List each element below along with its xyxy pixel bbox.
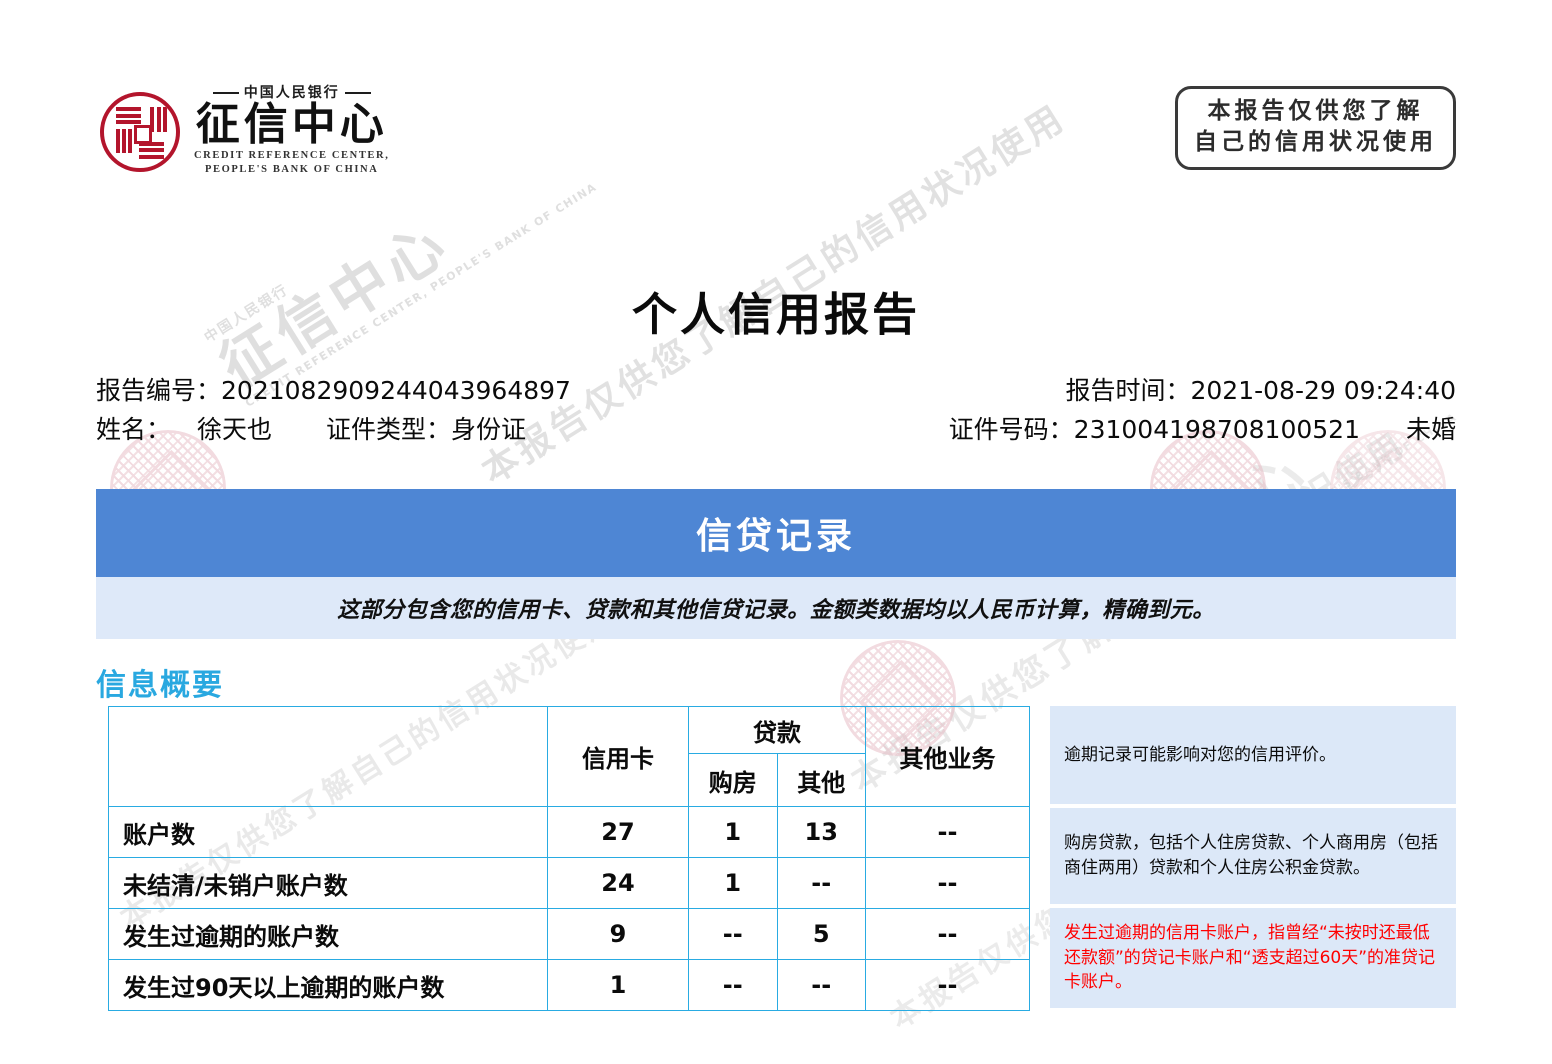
cell-other-business: --	[865, 857, 1030, 909]
cell-loan-other: --	[776, 959, 866, 1011]
cell-other-business: --	[865, 959, 1030, 1011]
header-loan-other: 其他	[776, 753, 866, 807]
cell-loan-housing: --	[688, 959, 778, 1011]
logo-dash-left-icon	[212, 92, 239, 94]
table-row: 未结清/未销户账户数 24 1 -- --	[108, 857, 1030, 909]
cell-loan-housing: 1	[688, 806, 778, 858]
info-panel-housing-loan-note: 购房贷款，包括个人住房贷款、个人商用房（包括商住两用）贷款和个人住房公积金贷款。	[1050, 808, 1456, 904]
cell-loan-other: 13	[776, 806, 866, 858]
panel-divider	[1050, 904, 1456, 908]
table-row: 发生过90天以上逾期的账户数 1 -- -- --	[108, 959, 1030, 1011]
cell-loan-housing: 1	[688, 857, 778, 909]
name-label: 姓名：	[96, 414, 172, 444]
report-meta: 报告编号：2021082909244043964897 报告时间：2021-08…	[96, 372, 1456, 450]
name-value: 徐天也	[197, 414, 273, 444]
info-panels: 逾期记录可能影响对您的信用评价。 购房贷款，包括个人住房贷款、个人商用房（包括商…	[1050, 706, 1456, 1008]
header-loan: 贷款	[688, 706, 866, 754]
report-time-label: 报告时间：	[1065, 376, 1191, 405]
id-type-value: 身份证	[451, 414, 527, 444]
cell-credit-card: 9	[547, 908, 689, 960]
meta-row-2: 姓名： 徐天也 证件类型：身份证 证件号码：231004198708100521 未…	[96, 411, 1456, 450]
row-label: 发生过90天以上逾期的账户数	[108, 959, 548, 1011]
logo-en-line1: CREDIT REFERENCE CENTER,	[194, 150, 390, 161]
section-banner-credit-record: 信贷记录	[96, 489, 1456, 577]
usage-notice-stamp: 本报告仅供您了解 自己的信用状况使用	[1175, 86, 1456, 171]
cell-credit-card: 27	[547, 806, 689, 858]
report-time-value: 2021-08-29 09:24:40	[1190, 376, 1456, 405]
table-header-row-1: 信用卡 贷款 其他业务	[108, 706, 1030, 807]
id-number-group: 证件号码：231004198708100521 未婚	[949, 411, 1456, 450]
section-heading-summary: 信息概要	[96, 668, 224, 703]
logo-dash-right-icon	[344, 92, 371, 94]
row-label: 账户数	[108, 806, 548, 858]
header-blank-cell	[108, 706, 548, 807]
cell-loan-other: --	[776, 857, 866, 909]
stamp-line-1: 本报告仅供您了解	[1207, 98, 1424, 124]
cell-credit-card: 24	[547, 857, 689, 909]
cell-credit-card: 1	[547, 959, 689, 1011]
logo-center-name: 征信中心	[195, 99, 388, 150]
logo-english-name: CREDIT REFERENCE CENTER, PEOPLE'S BANK O…	[194, 149, 389, 177]
marital-status: 未婚	[1405, 414, 1456, 444]
panel-divider	[1050, 804, 1456, 808]
id-number-label: 证件号码：	[948, 414, 1074, 444]
header-other-business: 其他业务	[865, 706, 1030, 807]
logo-bank-line: 中国人民银行	[212, 85, 371, 101]
stamp-line-2: 自己的信用状况使用	[1194, 129, 1437, 156]
table-row: 发生过逾期的账户数 9 -- 5 --	[108, 908, 1030, 960]
row-label: 未结清/未销户账户数	[108, 857, 548, 909]
logo-text-block: 中国人民银行 征信中心 CREDIT REFERENCE CENTER, PEO…	[194, 86, 389, 177]
row-label: 发生过逾期的账户数	[108, 908, 548, 960]
info-panel-overdue-card-note: 发生过逾期的信用卡账户，指曾经“未按时还最低还款额”的贷记卡账户和“透支超过60…	[1050, 908, 1456, 1008]
page-title: 个人信用报告	[631, 288, 920, 341]
report-number: 报告编号：2021082909244043964897	[96, 372, 571, 411]
report-time: 报告时间：2021-08-29 09:24:40	[1065, 372, 1456, 411]
report-number-label: 报告编号：	[96, 376, 222, 405]
header-loan-housing: 购房	[688, 753, 778, 807]
report-number-value: 2021082909244043964897	[221, 376, 571, 405]
table-header-row-2: 购房 其他	[109, 753, 1030, 807]
id-type-label: 证件类型：	[325, 414, 451, 444]
person-identity: 姓名： 徐天也 证件类型：身份证	[96, 411, 526, 450]
header-credit-card: 信用卡	[547, 706, 689, 807]
cell-loan-other: 5	[776, 908, 866, 960]
cell-loan-housing: --	[688, 908, 778, 960]
table-row: 账户数 27 1 13 --	[108, 806, 1030, 858]
summary-table-wrapper: 信用卡 贷款 其他业务 购房 其他 账户数 27 1 13 -- 未结清/未销户…	[108, 706, 1030, 1011]
cell-other-business: --	[865, 806, 1030, 858]
meta-row-1: 报告编号：2021082909244043964897 报告时间：2021-08…	[96, 372, 1456, 411]
info-panel-overdue-note: 逾期记录可能影响对您的信用评价。	[1050, 706, 1456, 804]
pboc-seal-icon	[100, 91, 180, 172]
cell-other-business: --	[865, 908, 1030, 960]
id-number-value: 231004198708100521	[1073, 414, 1360, 444]
summary-table: 信用卡 贷款 其他业务 购房 其他 账户数 27 1 13 -- 未结清/未销户…	[108, 706, 1030, 1011]
logo-en-line2: PEOPLE'S BANK OF CHINA	[205, 164, 379, 176]
logo-bank-text: 中国人民银行	[243, 85, 340, 101]
pboc-credit-center-logo: 中国人民银行 征信中心 CREDIT REFERENCE CENTER, PEO…	[100, 86, 389, 177]
section-banner-subtitle: 这部分包含您的信用卡、贷款和其他信贷记录。金额类数据均以人民币计算，精确到元。	[96, 577, 1456, 639]
